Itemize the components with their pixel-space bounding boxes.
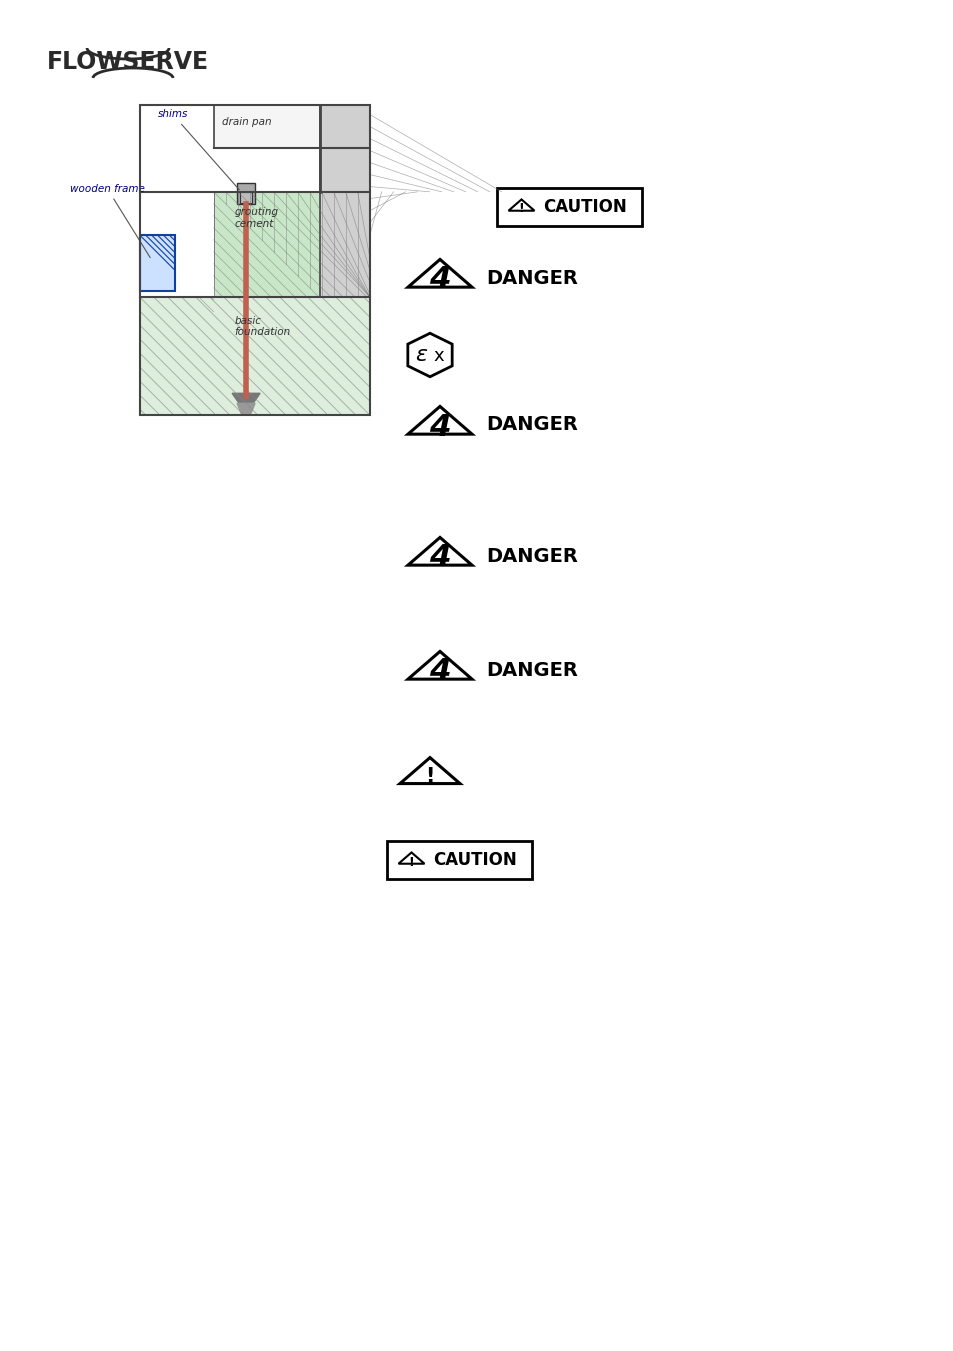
Text: wooden frame: wooden frame [70, 184, 150, 258]
Text: shims: shims [157, 109, 239, 189]
Text: 4: 4 [429, 543, 451, 573]
Bar [213, 192, 370, 297]
Text: CAUTION: CAUTION [433, 851, 517, 869]
Text: 4: 4 [429, 266, 451, 295]
Text: 4: 4 [429, 412, 451, 442]
Bar [213, 105, 370, 149]
Text: 4: 4 [429, 658, 451, 686]
Text: !: ! [518, 203, 524, 216]
Bar [497, 188, 641, 226]
Text: !: ! [408, 855, 414, 869]
Text: drain pan: drain pan [222, 118, 272, 127]
Bar [319, 105, 370, 297]
Bar [140, 235, 175, 290]
Text: grouting
cement: grouting cement [234, 207, 278, 228]
Text: !: ! [425, 767, 435, 788]
Text: FLOWSERVE: FLOWSERVE [47, 50, 209, 74]
Text: x: x [433, 347, 443, 365]
Text: basic
foundation: basic foundation [234, 316, 291, 338]
Polygon shape [232, 393, 260, 404]
Bar [140, 297, 370, 415]
Bar [140, 105, 370, 415]
Bar [237, 182, 254, 204]
Text: CAUTION: CAUTION [543, 199, 626, 216]
Bar [240, 192, 252, 203]
Text: $\varepsilon$: $\varepsilon$ [415, 345, 428, 365]
Bar [387, 842, 532, 880]
Polygon shape [237, 404, 254, 415]
Text: DANGER: DANGER [485, 269, 578, 288]
Text: DANGER: DANGER [485, 661, 578, 680]
Text: DANGER: DANGER [485, 416, 578, 435]
Text: DANGER: DANGER [485, 547, 578, 566]
